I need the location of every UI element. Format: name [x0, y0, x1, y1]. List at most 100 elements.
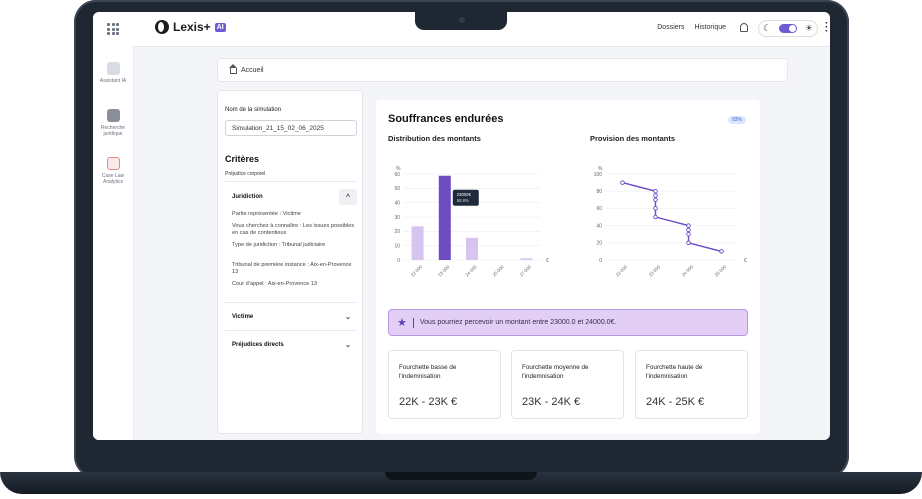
banner-separator: [412, 317, 414, 328]
criteria-title: Critères: [225, 154, 260, 164]
camera-icon: [459, 17, 465, 23]
x-tick-label: 23 000: [437, 264, 451, 278]
tooltip-percent: 58.8%: [457, 198, 469, 203]
jurisdiction-line: Partie représentée : Victime: [232, 211, 301, 217]
series-point: [686, 223, 691, 228]
more-menu-icon[interactable]: · · ·: [825, 18, 829, 37]
series-point: [686, 240, 691, 246]
series-point: [686, 227, 691, 233]
apps-grid-icon[interactable]: [107, 23, 119, 35]
toggle-switch[interactable]: [778, 24, 797, 33]
series-point: [653, 197, 658, 203]
range-card-title: Fourchette moyenne de l'indemnisation: [522, 364, 589, 380]
y-tick-label: 0: [599, 258, 602, 264]
chevron-down-icon[interactable]: ⌄: [345, 342, 351, 349]
breadcrumb: Accueil: [217, 58, 788, 82]
nav-historique[interactable]: Historique: [694, 24, 726, 31]
chart-title-provision: Provision des montants: [590, 134, 676, 143]
divider: [225, 330, 357, 331]
distribution-chart: % 0 10 20 30 40 50 60 €22 000 23 000 24 000 25 000 2…: [394, 166, 549, 278]
y-axis-label: %: [396, 166, 401, 172]
x-tick-label: 25 000: [714, 264, 728, 278]
logo-badge: AI: [214, 22, 226, 32]
logo-mark-icon: [155, 20, 169, 34]
section-prejudices-directs[interactable]: Préjudices directs ⌄: [225, 336, 357, 354]
series-point: [719, 249, 724, 254]
bell-icon[interactable]: [740, 23, 748, 32]
section-victime-label: Victime: [232, 314, 254, 320]
series-point: [653, 188, 658, 194]
x-tick-label: 23 000: [648, 264, 662, 278]
top-nav: Dossiers Historique: [657, 24, 726, 31]
jurisdiction-line: Vous cherchez à connaître : Les issues p…: [232, 223, 355, 236]
bar: [520, 258, 533, 260]
app-screen: Lexis+ AI Dossiers Historique ☾ ☀ · · · As…: [93, 12, 830, 440]
simulation-name-input[interactable]: Simulation_21_15_02_06_2025: [225, 120, 357, 136]
range-card-title: Fourchette haute de l'indemnisation: [646, 364, 703, 380]
y-tick-label: 100: [594, 172, 603, 178]
rail-label: Recherche juridique: [100, 125, 126, 137]
section-victime[interactable]: Victime ⌄: [225, 308, 357, 326]
x-tick-label: 27 000: [519, 264, 533, 278]
chart-title-distribution: Distribution des montants: [388, 134, 481, 143]
confidence-badge: 93%: [727, 116, 746, 124]
divider: [225, 302, 357, 303]
x-axis-label: €: [546, 258, 549, 264]
laptop-base: [0, 472, 922, 494]
range-card-high: Fourchette haute de l'indemnisation 24K …: [635, 350, 748, 419]
jurisdiction-line: Type de juridiction : Tribunal judiciair…: [232, 242, 326, 248]
y-tick-label: 50: [394, 186, 400, 192]
series-line: [622, 181, 722, 253]
tooltip-amount: 23000€: [457, 192, 472, 197]
bar: [438, 175, 451, 260]
app-logo[interactable]: Lexis+ AI: [155, 20, 226, 34]
rail-item-assistant[interactable]: Assistant IA: [93, 62, 133, 84]
range-card-value: 24K - 25K €: [646, 396, 705, 408]
range-card-value: 23K - 24K €: [522, 396, 581, 408]
y-tick-label: 30: [394, 215, 400, 221]
rail-label: Assistant IA: [99, 78, 127, 84]
estimate-banner: ★ Vous pourriez percevoir un montant ent…: [388, 309, 748, 336]
bar: [411, 226, 424, 260]
rail-item-case-law[interactable]: Case Law Analytics: [93, 157, 133, 185]
moon-icon: ☾: [762, 23, 772, 33]
provision-chart: % 0 20 40 60 80 100 €22 000 23 000 24 000 25 000: [594, 166, 747, 278]
jurisdiction-line: Cour d'appel : Aix-en-Provence 13: [232, 281, 318, 287]
y-axis-label: %: [598, 166, 603, 172]
x-axis-label: €: [744, 258, 747, 264]
breadcrumb-home[interactable]: Accueil: [241, 66, 264, 74]
section-juridiction[interactable]: Juridiction ^: [225, 188, 357, 206]
section-prejudices-label: Préjudices directs: [232, 342, 284, 348]
sun-icon: ☀: [804, 23, 813, 33]
left-rail: Assistant IA Recherche juridique Case La…: [93, 46, 134, 440]
criteria-subtitle: Préjudice corporel: [225, 171, 266, 177]
range-card-value: 22K - 23K €: [399, 396, 458, 408]
laptop-base-notch: [385, 472, 537, 480]
rail-label: Case Law Analytics: [101, 173, 125, 185]
tooltip-box: [452, 189, 479, 206]
assistant-icon: [106, 62, 120, 75]
y-tick-label: 10: [394, 243, 400, 249]
theme-toggle[interactable]: ☾ ☀: [758, 20, 818, 37]
search-doc-icon: [106, 109, 120, 122]
rail-item-recherche[interactable]: Recherche juridique: [93, 109, 133, 137]
nav-dossiers[interactable]: Dossiers: [657, 24, 685, 31]
sparkle-icon: ★: [397, 316, 407, 329]
y-tick-label: 20: [596, 241, 602, 247]
chevron-up-icon[interactable]: ^: [339, 189, 357, 205]
x-tick-label: 22 000: [410, 264, 424, 278]
home-icon[interactable]: [229, 64, 237, 74]
series-point: [620, 180, 625, 185]
series-point: [686, 231, 691, 237]
logo-text: Lexis+: [173, 20, 211, 34]
bar: [466, 237, 478, 260]
analytics-icon: [106, 157, 120, 170]
y-tick-label: 20: [394, 229, 400, 235]
range-card-mid: Fourchette moyenne de l'indemnisation 23…: [511, 350, 624, 419]
series-point: [653, 214, 658, 220]
jurisdiction-line: Tribunal de première instance : Aix-en-P…: [232, 262, 352, 275]
y-tick-label: 80: [596, 189, 602, 195]
chevron-down-icon[interactable]: ⌄: [345, 314, 351, 321]
estimate-text: Vous pourriez percevoir un montant entre…: [419, 319, 617, 326]
y-tick-label: 40: [394, 200, 400, 206]
